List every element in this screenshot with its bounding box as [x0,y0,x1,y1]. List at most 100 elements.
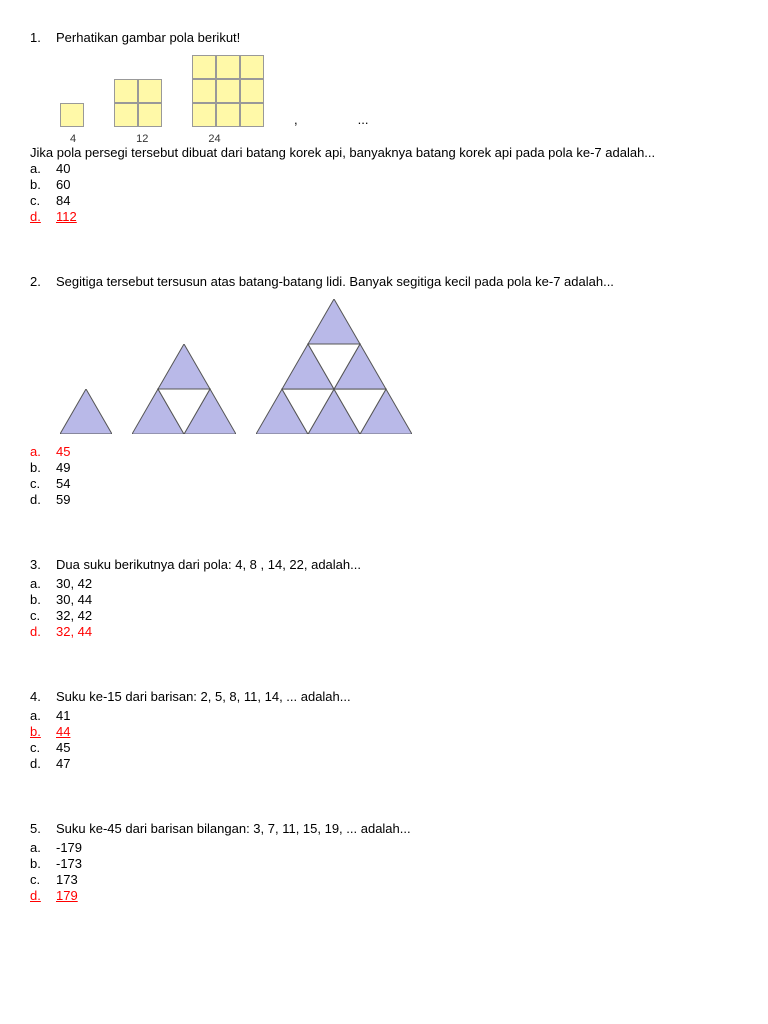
option-text: 40 [56,161,738,176]
pattern-number-row: 4 12 24 [70,133,738,145]
option-letter: a. [30,840,56,855]
option-line: a.30, 42 [30,576,738,591]
option-text: 32, 42 [56,608,738,623]
question-5: 5. Suku ke-45 dari barisan bilangan: 3, … [30,821,738,903]
question-prompt: Dua suku berikutnya dari pola: 4, 8 , 14… [56,557,738,572]
option-line: b.30, 44 [30,592,738,607]
option-letter: c. [30,872,56,887]
option-text: -173 [56,856,738,871]
question-5-header: 5. Suku ke-45 dari barisan bilangan: 3, … [30,821,738,836]
options-list: a.41b.44c.45d.47 [30,708,738,771]
question-prompt: Segitiga tersebut tersusun atas batang-b… [56,274,738,289]
option-text: 30, 42 [56,576,738,591]
options-list: a.40b.60c.84d.112 [30,161,738,224]
option-text: 59 [56,492,738,507]
option-letter: d. [30,209,56,224]
options-list: a.30, 42b.30, 44c.32, 42d.32, 44 [30,576,738,639]
question-prompt: Perhatikan gambar pola berikut! [56,30,738,45]
pattern-num: 4 [70,133,76,145]
option-letter: d. [30,492,56,507]
option-line: c.84 [30,193,738,208]
option-line: a.45 [30,444,738,459]
question-4: 4. Suku ke-15 dari barisan: 2, 5, 8, 11,… [30,689,738,771]
option-text: 49 [56,460,738,475]
option-line: d.179 [30,888,738,903]
option-letter: b. [30,724,56,739]
question-number: 2. [30,274,56,289]
square-grid-2 [114,79,162,127]
option-text: 32, 44 [56,624,738,639]
question-3: 3. Dua suku berikutnya dari pola: 4, 8 ,… [30,557,738,639]
question-4-header: 4. Suku ke-15 dari barisan: 2, 5, 8, 11,… [30,689,738,704]
triangle-pattern-diagram [60,299,738,434]
question-number: 4. [30,689,56,704]
option-line: b.-173 [30,856,738,871]
option-text: 179 [56,888,738,903]
options-list: a.-179b.-173c.173d.179 [30,840,738,903]
option-line: d.112 [30,209,738,224]
option-letter: d. [30,756,56,771]
question-prompt: Suku ke-15 dari barisan: 2, 5, 8, 11, 14… [56,689,738,704]
triangle-level-1 [60,389,112,434]
square-grid-3 [192,55,264,127]
option-letter: b. [30,177,56,192]
option-line: d.59 [30,492,738,507]
pattern-dots: ... [358,112,369,127]
option-letter: c. [30,193,56,208]
question-1-header: 1. Perhatikan gambar pola berikut! [30,30,738,45]
question-continuation: Jika pola persegi tersebut dibuat dari b… [30,145,738,160]
option-line: c.45 [30,740,738,755]
option-line: a.40 [30,161,738,176]
option-text: 84 [56,193,738,208]
option-line: a.-179 [30,840,738,855]
option-text: -179 [56,840,738,855]
option-line: b.44 [30,724,738,739]
question-1: 1. Perhatikan gambar pola berikut! ,... … [30,30,738,224]
option-letter: a. [30,161,56,176]
option-line: b.60 [30,177,738,192]
option-letter: c. [30,608,56,623]
option-line: a.41 [30,708,738,723]
options-list: a.45b.49c.54d.59 [30,444,738,507]
pattern-sep: , [294,112,298,127]
option-text: 41 [56,708,738,723]
option-letter: d. [30,888,56,903]
triangle-level-2 [132,344,236,434]
option-letter: a. [30,708,56,723]
square-grid-1 [60,103,84,127]
question-number: 3. [30,557,56,572]
question-2: 2. Segitiga tersebut tersusun atas batan… [30,274,738,507]
option-letter: a. [30,444,56,459]
option-text: 30, 44 [56,592,738,607]
option-text: 60 [56,177,738,192]
option-letter: a. [30,576,56,591]
option-letter: d. [30,624,56,639]
option-line: c.173 [30,872,738,887]
question-number: 5. [30,821,56,836]
option-letter: b. [30,460,56,475]
option-text: 45 [56,740,738,755]
square-pattern-diagram: ,... [60,55,738,127]
option-letter: b. [30,592,56,607]
question-number: 1. [30,30,56,45]
option-text: 173 [56,872,738,887]
question-prompt: Suku ke-45 dari barisan bilangan: 3, 7, … [56,821,738,836]
option-text: 112 [56,209,738,224]
question-3-header: 3. Dua suku berikutnya dari pola: 4, 8 ,… [30,557,738,572]
option-text: 45 [56,444,738,459]
option-text: 47 [56,756,738,771]
question-2-header: 2. Segitiga tersebut tersusun atas batan… [30,274,738,289]
pattern-num: 12 [136,133,148,145]
option-line: d.32, 44 [30,624,738,639]
option-letter: c. [30,740,56,755]
option-line: c.54 [30,476,738,491]
option-text: 54 [56,476,738,491]
option-letter: b. [30,856,56,871]
option-line: d.47 [30,756,738,771]
pattern-num: 24 [208,133,220,145]
option-letter: c. [30,476,56,491]
option-line: c.32, 42 [30,608,738,623]
option-line: b.49 [30,460,738,475]
option-text: 44 [56,724,738,739]
triangle-level-3 [256,299,412,434]
